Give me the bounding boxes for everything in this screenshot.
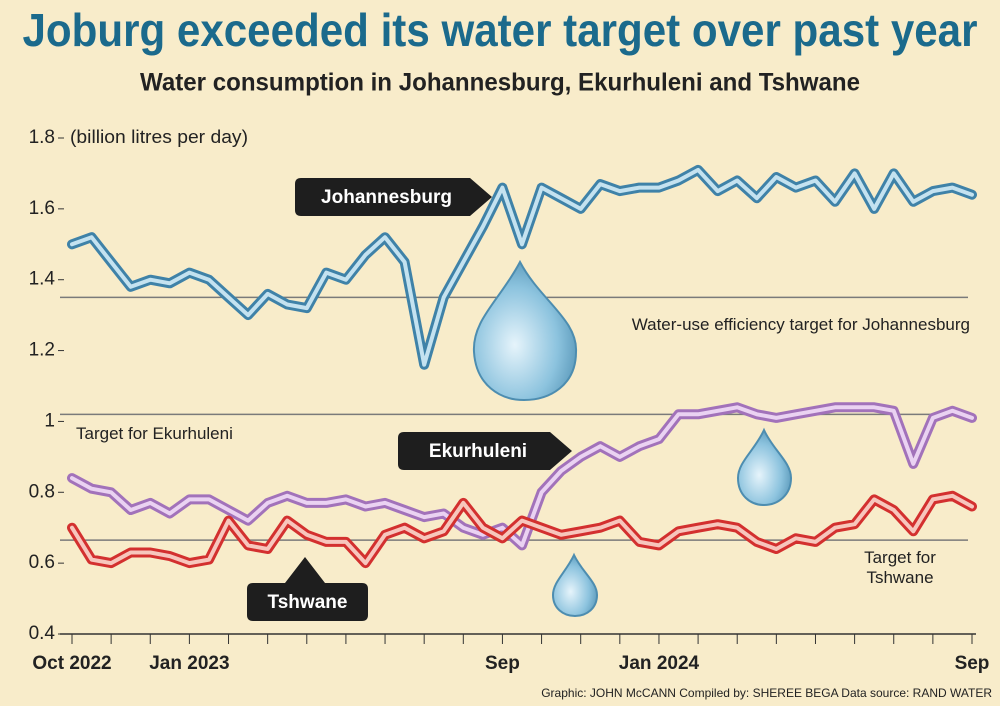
chart-title: Joburg exceeded its water target over pa… bbox=[23, 4, 978, 56]
line bbox=[70, 167, 974, 367]
x-tick-label: Jan 2023 bbox=[149, 653, 229, 674]
target-label: Target for Tshwane bbox=[864, 548, 936, 588]
y-tick-label: 0.6 bbox=[29, 552, 55, 573]
x-tick-label: Oct 2022 bbox=[32, 653, 111, 674]
y-tick-label: 1.4 bbox=[29, 269, 56, 290]
legend-label: Johannesburg bbox=[321, 187, 452, 208]
y-axis-label: (billion litres per day) bbox=[70, 127, 248, 147]
x-tick-label: Sep bbox=[485, 653, 520, 674]
series-line bbox=[67, 164, 977, 370]
legend-callout bbox=[247, 557, 368, 621]
series-line bbox=[67, 402, 977, 551]
y-tick-label: 1.2 bbox=[29, 340, 55, 361]
footer: Graphic: JOHN McCANN Compiled by: SHEREE… bbox=[541, 686, 992, 700]
target-label: Target for Ekurhuleni bbox=[76, 424, 233, 444]
legend-entry: Johannesburg bbox=[295, 178, 492, 216]
drops bbox=[472, 259, 793, 618]
x-tick-label: Sep bbox=[955, 653, 990, 674]
y-tick-label: 1.8 bbox=[29, 127, 55, 148]
legend-entry: Ekurhuleni bbox=[398, 432, 572, 470]
y-tick-label: 1 bbox=[44, 410, 55, 431]
legend-callout bbox=[295, 178, 492, 216]
line bbox=[70, 405, 974, 548]
series-line bbox=[67, 490, 977, 569]
water-drop bbox=[472, 259, 578, 402]
legend-label: Tshwane bbox=[268, 592, 348, 613]
target-label: Water-use efficiency target for Johannes… bbox=[631, 315, 970, 335]
x-tick-label: Jan 2024 bbox=[619, 653, 700, 674]
line bbox=[70, 493, 974, 566]
legend-callout bbox=[398, 432, 572, 470]
y-tick-label: 0.8 bbox=[29, 481, 55, 502]
legend-entry: Tshwane bbox=[247, 557, 368, 621]
y-tick-label: 1.6 bbox=[29, 198, 55, 219]
line-outline bbox=[67, 490, 977, 569]
water-drop bbox=[736, 427, 793, 507]
legend-label: Ekurhuleni bbox=[429, 441, 527, 462]
y-tick-label: 0.4 bbox=[29, 623, 56, 644]
water-drop bbox=[551, 552, 599, 618]
chart-subtitle: Water consumption in Johannesburg, Ekurh… bbox=[140, 69, 860, 97]
